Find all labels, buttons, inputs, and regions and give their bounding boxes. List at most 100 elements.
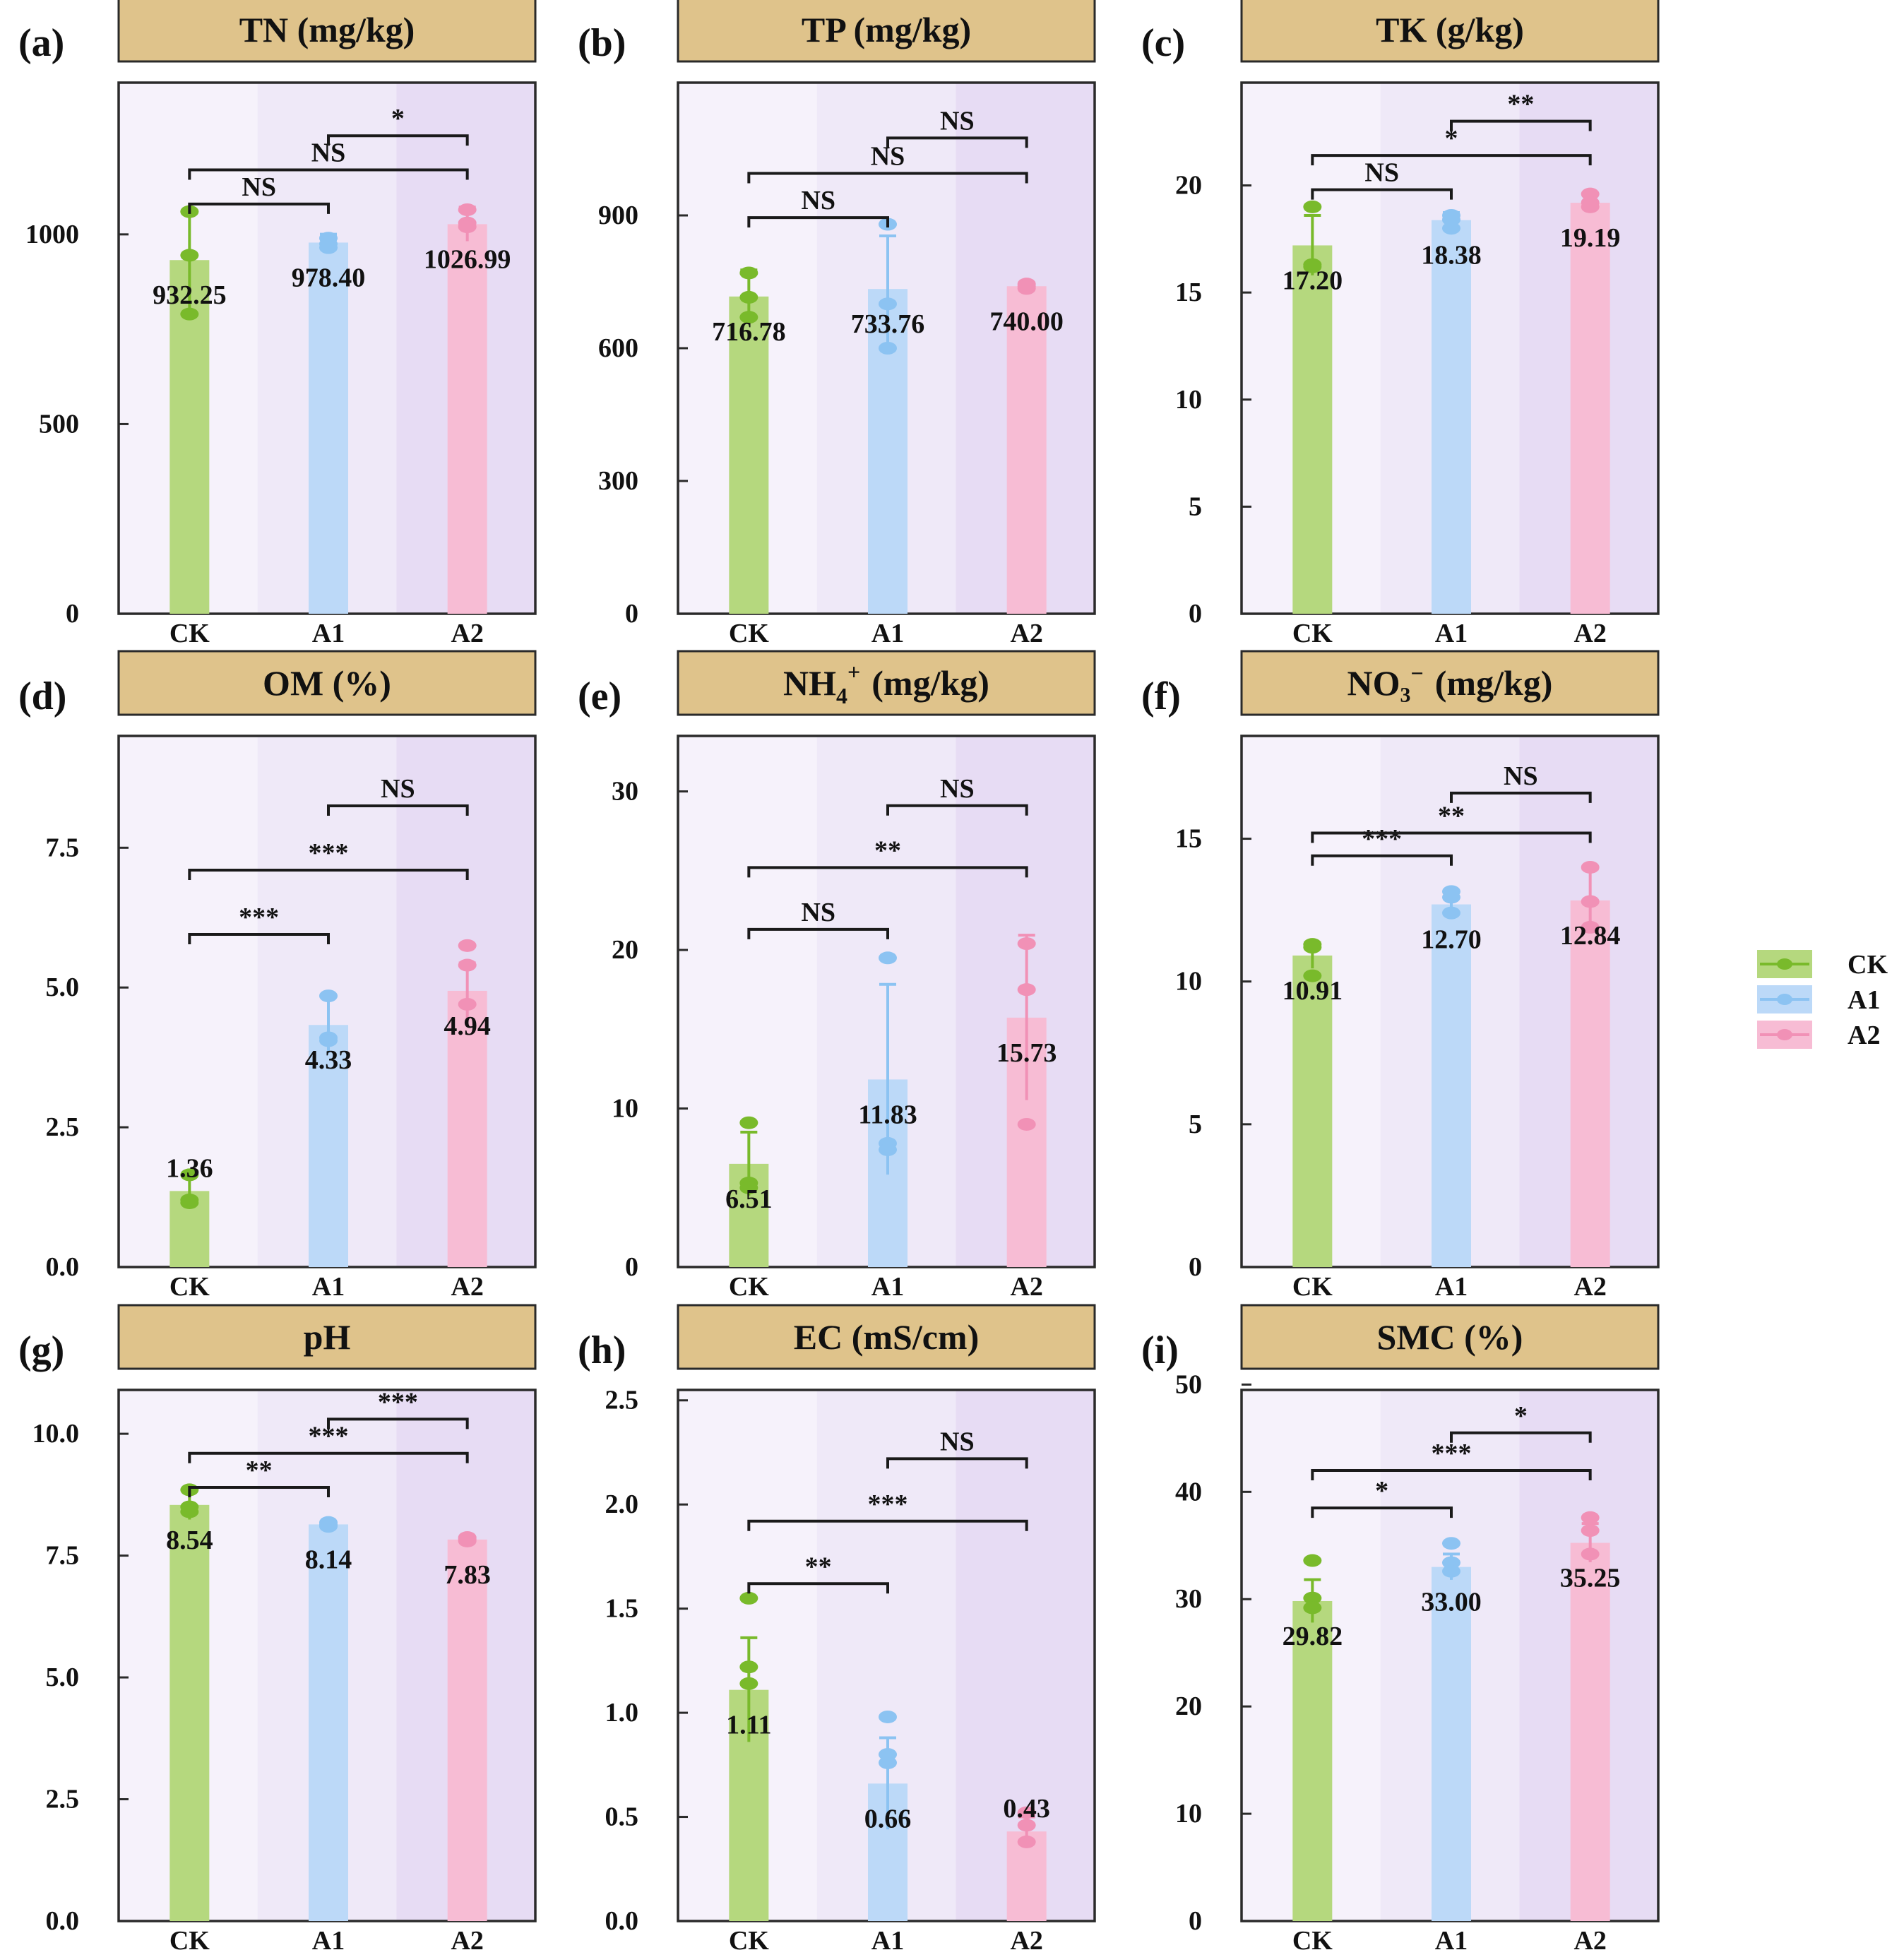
panel-b-category-A1: A1 [871, 619, 904, 648]
panel-b-bracket-2 [886, 136, 1028, 148]
panel-g-ytick-label-0: 0.0 [46, 1906, 80, 1936]
panel-e-sig-label-0: NS [801, 898, 835, 927]
legend-point-CK [1777, 958, 1792, 970]
panel-f-value-A2: 12.84 [1560, 921, 1621, 951]
panel-i-bar-A2 [1570, 1542, 1610, 1921]
panel-a-bracket-2 [327, 134, 469, 146]
panel-e-category-CK: CK [729, 1272, 769, 1302]
panel-d-bracket-0 [188, 933, 330, 945]
panel-d-sig-label-0: *** [239, 903, 279, 932]
panel-f-category-CK: CK [1292, 1272, 1333, 1302]
panel-d: (d) OM (%) 0.0 2.5 5.0 7.5 1.36 CK 4.33 A1 4.94 A2 *… [18, 650, 537, 1302]
panel-h-ytick-label-5: 2.5 [605, 1386, 639, 1415]
panel-c-point-A1-2 [1442, 222, 1460, 235]
panel-b-ytick-label-1: 300 [598, 466, 638, 496]
panel-i-ytick-label-3: 30 [1175, 1584, 1202, 1614]
panel-i-sig-label-1: *** [1432, 1439, 1472, 1468]
panel-h-ytick-label-1: 0.5 [605, 1802, 639, 1832]
panel-h-letter: (h) [578, 1328, 626, 1372]
panel-e-value-A2: 15.73 [996, 1038, 1057, 1068]
panel-g-category-CK: CK [169, 1926, 210, 1950]
panel-e-category-A1: A1 [871, 1272, 904, 1302]
panel-b-ytick-label-0: 0 [625, 599, 638, 629]
panel-c-category-A2: A2 [1573, 619, 1606, 648]
panel-a-bar-A2 [447, 224, 487, 614]
panel-e-point-A2-2 [1017, 1117, 1036, 1131]
panel-c-sig-label-1: * [1445, 124, 1458, 153]
panel-e-title: NH4+ (mg/kg) [783, 659, 989, 708]
panel-g-ytick-label-3: 7.5 [46, 1541, 80, 1571]
panel-g: (g) pH 0.0 2.5 5.0 7.5 10.0 8.54 CK 8.14 A1 7.83 A2 *… [18, 1304, 537, 1950]
panel-c-title: TK (g/kg) [1376, 10, 1524, 49]
panel-b-point-A2-2 [1017, 282, 1036, 295]
panel-c-value-A1: 18.38 [1421, 241, 1482, 270]
panel-h-ytick-label-3: 1.5 [605, 1594, 639, 1624]
panel-g-ytick-label-4: 10.0 [32, 1419, 80, 1449]
panel-f-title-bar [1240, 650, 1660, 716]
panel-h-sig-label-1: *** [868, 1490, 908, 1519]
panel-e-point-A1-2 [879, 1143, 897, 1156]
panel-c-point-A2-2 [1581, 200, 1600, 213]
panel-a-point-A2-0 [458, 203, 477, 216]
panel-a-value-A1: 978.40 [292, 263, 366, 292]
panel-g-point-A2-2 [458, 1534, 477, 1547]
panel-g-title: pH [304, 1317, 351, 1357]
panel-b-bar-CK [729, 296, 769, 614]
panel-f-bar-A1 [1432, 904, 1471, 1267]
panel-i-point-A2-0 [1581, 1511, 1600, 1524]
panel-f-point-A1-1 [1442, 891, 1460, 904]
panel-f-ytick-label-3: 15 [1175, 824, 1202, 854]
panel-i-ytick-label-2: 20 [1175, 1692, 1202, 1721]
panel-e-category-A2: A2 [1010, 1272, 1042, 1302]
panel-h-sig-label-0: ** [805, 1552, 832, 1581]
panel-b-point-A1-2 [879, 342, 897, 355]
panel-d-bar-A2 [447, 990, 487, 1267]
legend-point-A2 [1777, 1029, 1792, 1040]
panel-a-ytick-label-1: 500 [39, 409, 79, 439]
panel-c: (c) TK (g/kg) 0 5 10 15 20 17.20 CK 18.38 A1 19.19 A… [1141, 0, 1660, 648]
panel-g-value-CK: 8.54 [166, 1526, 213, 1555]
panel-e-sig-label-2: NS [940, 774, 975, 804]
panel-f-sig-label-1: ** [1438, 801, 1465, 831]
panel-h-category-A1: A1 [871, 1926, 904, 1950]
panel-e-letter: (e) [578, 674, 621, 718]
panel-i-bar-CK [1292, 1600, 1333, 1921]
panel-d-category-CK: CK [169, 1272, 210, 1302]
panel-c-bracket-1 [1311, 154, 1592, 166]
panel-b-title-bar [677, 0, 1096, 63]
panel-d-bar-A1 [309, 1025, 348, 1267]
panel-i-ytick-label-0: 0 [1189, 1906, 1202, 1936]
panel-e-bracket-2 [886, 804, 1028, 816]
panel-h-value-CK: 1.11 [726, 1711, 771, 1740]
panel-h-category-CK: CK [729, 1926, 769, 1950]
panel-b-point-CK-1 [739, 290, 758, 304]
panel-c-bar-A2 [1570, 203, 1610, 614]
panel-g-sig-label-2: *** [378, 1387, 418, 1417]
panel-e-point-A2-1 [1017, 983, 1036, 997]
panel-a-category-CK: CK [169, 619, 210, 648]
legend-point-A1 [1777, 994, 1792, 1005]
panel-b-letter: (b) [578, 21, 626, 65]
panel-f-bracket-2 [1450, 791, 1592, 803]
panel-i-point-A1-0 [1442, 1537, 1460, 1550]
panel-a-title-bar [117, 0, 537, 63]
panel-d-point-A1-2 [319, 1034, 338, 1047]
panel-i: (i) SMC (%) 0 10 20 30 40 50 29.82 CK 33.00 A1 35.25… [1141, 1304, 1660, 1950]
panel-c-ytick-label-3: 15 [1175, 278, 1202, 307]
panel-c-ytick-label-4: 20 [1175, 171, 1202, 201]
panel-h-bracket-1 [747, 1519, 1028, 1531]
panel-d-ytick-label-0: 0.0 [46, 1252, 80, 1282]
panel-a-bar-A1 [309, 242, 348, 614]
panel-i-bracket-2 [1450, 1431, 1592, 1443]
panel-b-category-A2: A2 [1010, 619, 1042, 648]
panel-d-point-A1-0 [319, 989, 338, 1003]
panel-b-ytick-label-2: 600 [598, 333, 638, 363]
panel-i-point-CK-1 [1303, 1591, 1322, 1605]
panel-i-value-A2: 35.25 [1560, 1563, 1621, 1593]
panel-h-ytick-label-4: 2.0 [605, 1490, 639, 1519]
panel-g-value-A1: 8.14 [305, 1545, 352, 1574]
panel-a-point-CK-2 [180, 307, 199, 321]
panel-f-point-A1-2 [1442, 906, 1460, 920]
panel-e-ytick-label-3: 30 [612, 777, 638, 807]
panel-i-sig-label-2: * [1514, 1401, 1528, 1431]
